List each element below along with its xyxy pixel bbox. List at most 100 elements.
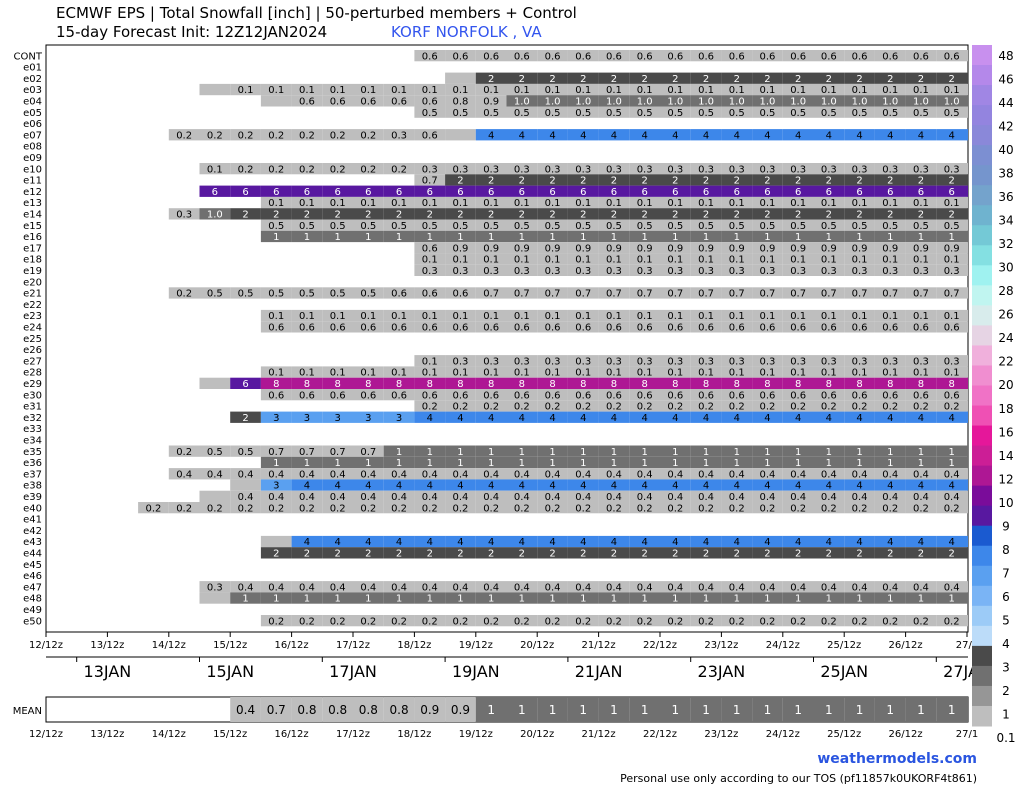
member-cell	[844, 468, 875, 480]
member-cell	[199, 129, 231, 141]
member-cell	[660, 106, 691, 118]
member-cell	[660, 174, 691, 186]
member-cell	[752, 106, 783, 118]
member-cell	[598, 411, 630, 423]
member-cell	[690, 615, 722, 627]
member-cell	[567, 264, 599, 276]
member-value: 0.4	[452, 492, 468, 503]
member-cell	[752, 95, 783, 107]
member-value: 1	[396, 447, 402, 458]
member-value: 4	[703, 481, 709, 492]
member-cell	[813, 287, 845, 299]
member-value: 1	[826, 458, 832, 469]
member-cell	[874, 592, 906, 604]
member-cell	[567, 592, 599, 604]
member-label: e35	[23, 447, 42, 458]
member-cell	[537, 321, 568, 333]
colorbar-segment	[972, 145, 992, 166]
member-value: 0.1	[207, 164, 223, 175]
member-cell	[936, 208, 967, 220]
member-cell	[383, 479, 415, 491]
member-cell	[414, 106, 446, 118]
member-value: 0.6	[330, 390, 346, 401]
member-cell	[383, 129, 415, 141]
member-value: 0.1	[729, 198, 745, 209]
member-value: 2	[856, 74, 862, 85]
member-label: e23	[23, 311, 42, 322]
member-cell	[660, 479, 691, 491]
member-cell	[844, 196, 875, 209]
member-cell	[598, 309, 630, 322]
member-cell	[445, 83, 476, 96]
member-cell	[506, 264, 538, 276]
member-cell	[629, 106, 660, 118]
member-cell	[199, 490, 231, 502]
member-value: 0.6	[759, 323, 775, 334]
member-value: 2	[611, 176, 617, 187]
member-cell	[260, 535, 292, 548]
member-value: 0.3	[483, 164, 499, 175]
member-value: 0.4	[360, 492, 376, 503]
member-value: 0.2	[176, 447, 192, 458]
member-cell	[598, 535, 630, 548]
member-cell	[291, 411, 323, 423]
member-cell	[260, 309, 292, 322]
member-cell	[752, 163, 783, 175]
member-value: 0.1	[422, 356, 438, 367]
member-value: 0.2	[268, 164, 284, 175]
member-cell	[445, 208, 476, 220]
member-cell	[537, 389, 568, 401]
colorbar-segment	[972, 425, 992, 447]
member-value: 0.6	[360, 97, 376, 108]
member-cell	[353, 83, 384, 96]
member-cell	[721, 411, 753, 423]
member-cell	[905, 479, 937, 491]
member-value: 0.3	[852, 164, 868, 175]
member-cell	[690, 72, 722, 84]
member-cell	[690, 95, 722, 107]
member-cell	[813, 535, 845, 548]
member-value: 0.3	[882, 356, 898, 367]
member-cell	[353, 445, 384, 457]
member-cell	[445, 95, 476, 107]
member-cell	[414, 287, 446, 299]
member-cell	[813, 479, 845, 491]
website-watermark[interactable]: weathermodels.com	[817, 751, 977, 767]
member-value: 1	[795, 447, 801, 458]
member-value: 1	[611, 447, 617, 458]
member-value: 2	[826, 176, 832, 187]
member-cell	[905, 242, 937, 254]
member-cell	[567, 242, 599, 254]
member-value: 1	[611, 594, 617, 605]
member-value: 0.3	[452, 266, 468, 277]
member-cell	[752, 50, 783, 62]
member-value: 0.3	[667, 164, 683, 175]
member-value: 6	[856, 187, 862, 198]
member-value: 0.1	[882, 311, 898, 322]
member-cell	[414, 400, 446, 412]
member-value: 1	[519, 458, 525, 469]
member-cell	[445, 287, 476, 299]
mean-cell	[874, 697, 906, 722]
member-cell	[844, 219, 875, 231]
member-cell	[537, 163, 568, 175]
member-cell	[383, 389, 415, 401]
date-label: 15JAN	[206, 662, 254, 681]
member-value: 0.5	[452, 221, 468, 232]
member-value: 0.1	[667, 85, 683, 96]
member-cell	[506, 535, 538, 548]
member-value: 0.4	[821, 492, 837, 503]
member-cell	[383, 163, 415, 175]
member-value: 0.1	[268, 198, 284, 209]
member-cell	[782, 468, 814, 480]
member-value: 2	[764, 176, 770, 187]
member-value: 0.4	[852, 492, 868, 503]
member-cell	[475, 411, 507, 423]
member-value: 0.1	[483, 311, 499, 322]
mean-x-tick-label: 20/12z	[520, 729, 554, 740]
member-cell	[782, 502, 814, 514]
member-cell	[322, 389, 353, 401]
member-value: 0.6	[944, 51, 960, 62]
mean-x-tick-label: 25/12z	[827, 729, 861, 740]
